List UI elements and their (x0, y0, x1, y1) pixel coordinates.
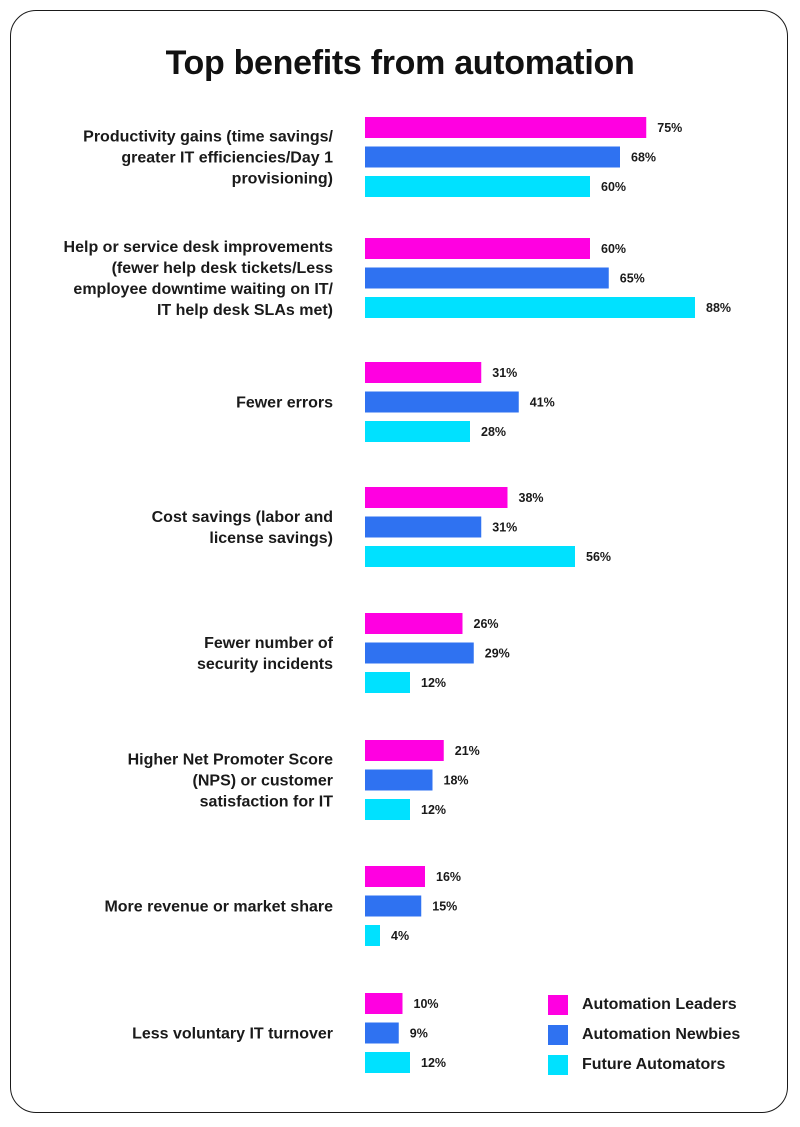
value-label-leaders-0: 75% (657, 121, 682, 135)
category-label-line: security incidents (197, 656, 333, 673)
bar-newbies-3 (365, 516, 482, 538)
bar-future-3 (365, 546, 575, 567)
bar-leaders-1 (365, 238, 590, 259)
category-label-line: Productivity gains (time savings/ (83, 129, 333, 146)
value-label-newbies-2: 41% (530, 396, 555, 410)
category-label-line: More revenue or market share (104, 899, 333, 916)
category-label-7: Less voluntary IT turnover (132, 1026, 333, 1043)
category-label-6: More revenue or market share (104, 899, 333, 916)
value-label-future-0: 60% (601, 180, 626, 194)
value-label-newbies-1: 65% (620, 272, 645, 286)
category-label-line: license savings) (209, 530, 333, 547)
value-label-newbies-4: 29% (485, 647, 510, 661)
category-label-line: (NPS) or customer (193, 773, 333, 790)
legend-swatch-leaders (548, 995, 568, 1015)
bar-future-5 (365, 799, 410, 820)
value-label-leaders-4: 26% (474, 617, 499, 631)
category-label-5: Higher Net Promoter Score (NPS) or custom… (128, 752, 334, 811)
category-label-line: greater IT efficiencies/Day 1 (121, 150, 333, 167)
legend-label-future: Future Automators (582, 1056, 726, 1073)
bar-newbies-0 (365, 146, 620, 168)
bar-future-7 (365, 1052, 410, 1073)
bar-leaders-0 (365, 117, 647, 138)
category-label-1: Help or service desk improvements (fewer … (64, 239, 334, 319)
chart-title: Top benefits from automation (165, 44, 635, 82)
value-label-leaders-5: 21% (455, 744, 480, 758)
value-label-newbies-6: 15% (432, 900, 457, 914)
category-label-2: Fewer errors (236, 395, 333, 412)
bar-future-2 (365, 421, 470, 442)
bar-newbies-7 (365, 1022, 399, 1044)
bar-newbies-4 (365, 642, 474, 664)
category-label-4: Fewer number of security incidents (197, 635, 334, 673)
category-label-3: Cost savings (labor and license savings) (152, 509, 333, 547)
legend: Automation Leaders Automation Newbies Fu… (548, 990, 740, 1080)
category-label-line: Less voluntary IT turnover (132, 1026, 333, 1043)
value-label-future-2: 28% (481, 425, 506, 439)
bar-newbies-6 (365, 895, 422, 917)
value-label-newbies-7: 9% (410, 1027, 428, 1041)
value-label-leaders-1: 60% (601, 242, 626, 256)
category-label-line: IT help desk SLAs met) (157, 302, 333, 319)
value-label-future-6: 4% (391, 929, 409, 943)
bar-leaders-2 (365, 362, 482, 383)
category-label-line: Fewer number of (204, 635, 334, 652)
value-label-leaders-3: 38% (519, 491, 544, 505)
value-label-future-5: 12% (421, 803, 446, 817)
bar-leaders-6 (365, 866, 425, 887)
legend-item-future: Future Automators (548, 1050, 740, 1080)
bar-newbies-1 (365, 267, 609, 289)
value-label-future-3: 56% (586, 550, 611, 564)
bar-leaders-7 (365, 993, 403, 1014)
bar-newbies-5 (365, 769, 433, 791)
category-label-line: (fewer help desk tickets/Less (112, 260, 334, 277)
bar-leaders-3 (365, 487, 508, 508)
category-label-0: Productivity gains (time savings/greater… (83, 129, 333, 188)
bar-leaders-4 (365, 613, 463, 634)
value-label-leaders-6: 16% (436, 870, 461, 884)
value-label-future-4: 12% (421, 676, 446, 690)
category-label-line: Help or service desk improvements (64, 239, 334, 256)
bar-future-1 (365, 297, 695, 318)
bar-leaders-5 (365, 740, 444, 761)
category-label-line: Cost savings (labor and (152, 509, 333, 526)
value-label-future-1: 88% (706, 301, 731, 315)
category-label-line: employee downtime waiting on IT/ (73, 281, 333, 298)
legend-swatch-future (548, 1055, 568, 1075)
legend-item-leaders: Automation Leaders (548, 990, 740, 1020)
bar-future-6 (365, 925, 380, 946)
value-label-newbies-0: 68% (631, 151, 656, 165)
category-label-line: provisioning) (232, 171, 333, 188)
legend-label-leaders: Automation Leaders (582, 996, 737, 1013)
value-label-newbies-5: 18% (444, 774, 469, 788)
category-label-line: Fewer errors (236, 395, 333, 412)
legend-swatch-newbies (548, 1025, 568, 1045)
bar-newbies-2 (365, 391, 519, 413)
value-label-newbies-3: 31% (492, 521, 517, 535)
value-label-leaders-2: 31% (492, 366, 517, 380)
value-label-future-7: 12% (421, 1056, 446, 1070)
legend-item-newbies: Automation Newbies (548, 1020, 740, 1050)
category-label-line: Higher Net Promoter Score (128, 752, 333, 769)
legend-label-newbies: Automation Newbies (582, 1026, 741, 1043)
bar-future-4 (365, 672, 410, 693)
category-label-line: satisfaction for IT (200, 794, 334, 811)
bar-future-0 (365, 176, 590, 197)
value-label-leaders-7: 10% (414, 997, 439, 1011)
